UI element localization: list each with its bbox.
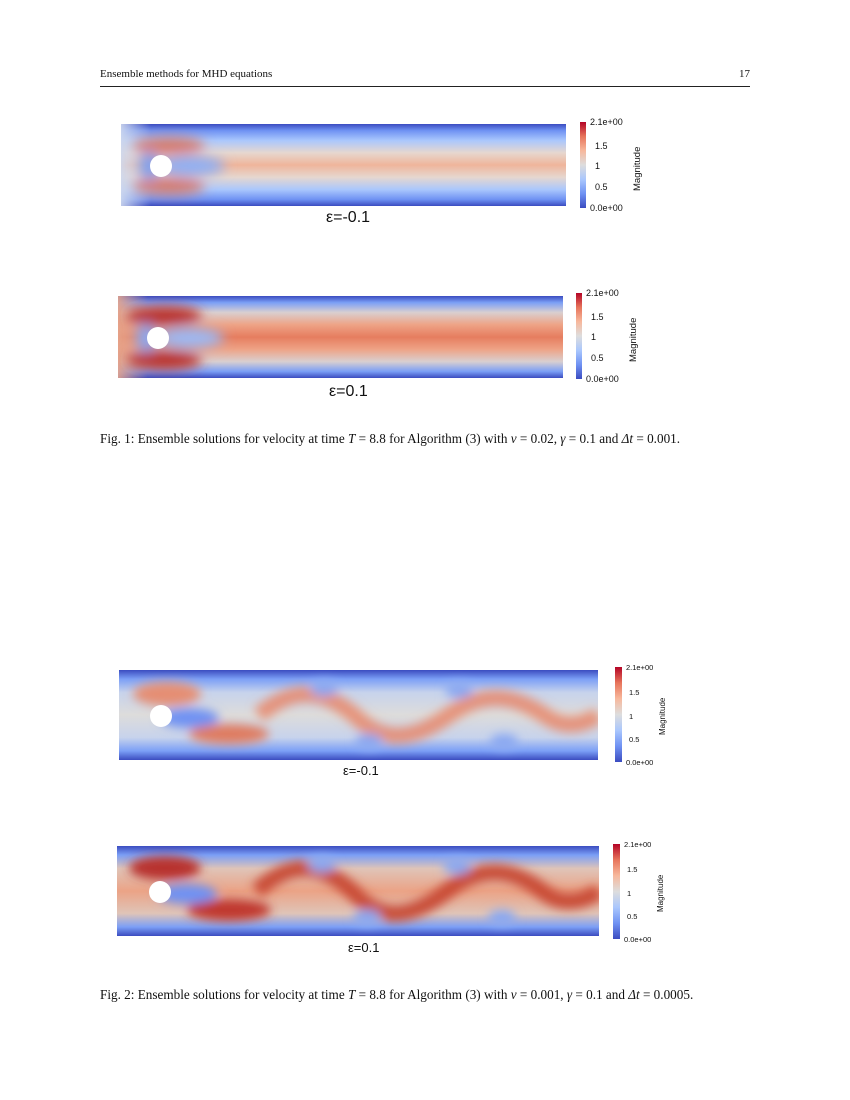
page-number: 17: [739, 68, 750, 80]
velocity-field-plot: [117, 846, 599, 936]
colorbar-scale: [576, 293, 582, 379]
colorbar-tick: 1: [627, 889, 632, 898]
fig2-panel-eps-neg: [119, 670, 598, 760]
colorbar-tick: 0.0e+00: [626, 758, 654, 767]
epsilon-label: ε=0.1: [348, 940, 380, 955]
colorbar-2b: 2.1e+00 1.5 1 0.5 0.0e+00 Magnitude: [613, 840, 683, 944]
colorbar-tick: 0.0e+00: [590, 203, 623, 213]
colorbar-label: Magnitude: [632, 146, 643, 191]
colorbar-scale: [580, 122, 586, 208]
colorbar-tick: 1: [629, 712, 634, 721]
colorbar-tick: 1: [591, 332, 597, 342]
epsilon-label: ε=-0.1: [343, 763, 379, 778]
figure-2-caption: Fig. 2: Ensemble solutions for velocity …: [100, 987, 694, 1002]
fig1-panel-eps-neg: [121, 124, 566, 206]
colorbar-tick: 0.0e+00: [586, 374, 619, 384]
colorbar-1b: 2.1e+00 1.5 1 0.5 0.0e+00 Magnitude: [576, 288, 646, 384]
colorbar-1a: 2.1e+00 1.5 1 0.5 0.0e+00 Magnitude: [580, 117, 650, 213]
colorbar-tick: 2.1e+00: [624, 840, 652, 849]
colorbar-tick: 2.1e+00: [586, 288, 619, 298]
colorbar-tick: 0.5: [591, 353, 604, 363]
epsilon-label: ε=-0.1: [326, 209, 371, 226]
colorbar-label: Magnitude: [658, 697, 667, 735]
colorbar-tick: 0.5: [627, 912, 638, 921]
colorbar-scale: [613, 844, 620, 939]
colorbar-tick: 1.5: [627, 865, 638, 874]
velocity-field-plot: [121, 124, 566, 206]
colorbar-tick: 1.5: [591, 312, 604, 322]
figure-1-caption: Fig. 1: Ensemble solutions for velocity …: [100, 431, 681, 446]
colorbar-tick: 2.1e+00: [590, 117, 623, 127]
colorbar-label: Magnitude: [656, 874, 665, 912]
colorbar-tick: 0.5: [595, 182, 608, 192]
velocity-field-plot: [118, 296, 563, 378]
colorbar-tick: 1: [595, 161, 601, 171]
colorbar-scale: [615, 667, 622, 762]
running-title: Ensemble methods for MHD equations: [100, 68, 273, 80]
running-header: Ensemble methods for MHD equations 17: [100, 66, 750, 87]
fig2-panel-eps-pos: [117, 846, 599, 936]
colorbar-tick: 0.0e+00: [624, 935, 652, 944]
colorbar-label: Magnitude: [628, 317, 639, 362]
colorbar-2a: 2.1e+00 1.5 1 0.5 0.0e+00 Magnitude: [615, 663, 685, 767]
velocity-field-plot: [119, 670, 598, 760]
colorbar-tick: 1.5: [629, 688, 640, 697]
colorbar-tick: 1.5: [595, 141, 608, 151]
epsilon-label: ε=0.1: [329, 383, 368, 400]
colorbar-tick: 2.1e+00: [626, 663, 654, 672]
colorbar-tick: 0.5: [629, 735, 640, 744]
fig1-panel-eps-pos: [118, 296, 563, 378]
